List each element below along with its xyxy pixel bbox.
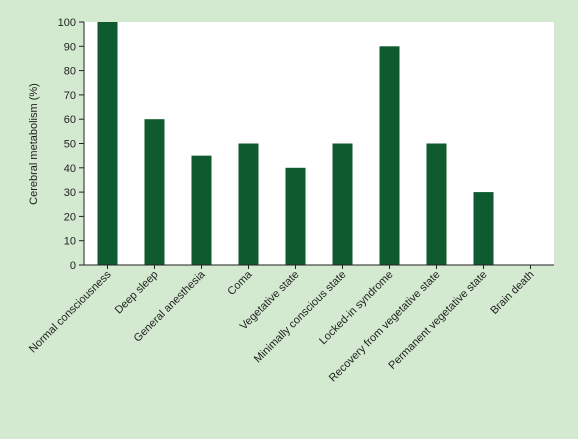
y-tick-label: 70 xyxy=(64,90,76,102)
bars-group xyxy=(97,22,494,265)
bar xyxy=(238,143,259,265)
bar xyxy=(191,155,212,265)
bar xyxy=(379,46,400,265)
y-tick-label: 80 xyxy=(64,66,76,78)
y-tick-label: 10 xyxy=(64,236,76,248)
x-category-label: Coma xyxy=(225,268,255,298)
y-tick-label: 60 xyxy=(64,114,76,126)
bar xyxy=(473,192,494,265)
x-category-label: Minimally conscious state xyxy=(252,269,349,366)
x-category-label: Normal consciousness xyxy=(27,268,114,355)
y-tick-label: 30 xyxy=(64,187,76,199)
x-category-label: Deep sleep xyxy=(113,269,161,317)
x-category-label: Brain death xyxy=(488,269,536,317)
bar xyxy=(285,167,306,265)
y-tick-label: 90 xyxy=(64,41,76,53)
y-tick-label: 0 xyxy=(70,260,76,272)
y-tick-label: 50 xyxy=(64,139,76,151)
y-tick-label: 40 xyxy=(64,163,76,175)
y-ticks-group: 0 10 20 30 40 50 60 70 80 90 100 xyxy=(58,17,84,272)
bar xyxy=(426,143,447,265)
bar xyxy=(97,22,118,265)
y-tick-label: 100 xyxy=(58,17,76,29)
bar xyxy=(332,143,353,265)
y-axis-title: Cerebral metabolism (%) xyxy=(28,83,40,205)
bar xyxy=(144,119,165,265)
x-category-label: Permanent vegetative state xyxy=(386,269,489,372)
y-tick-label: 20 xyxy=(64,211,76,223)
